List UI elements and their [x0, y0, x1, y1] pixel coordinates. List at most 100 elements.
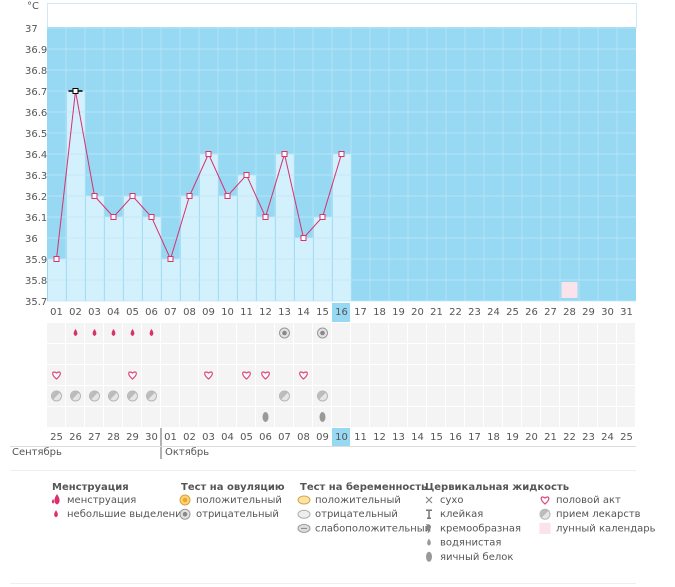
symbol-cell: [161, 344, 179, 364]
day-label: 17: [354, 307, 367, 318]
symbol-cell: [351, 407, 369, 427]
symbol-cell: [446, 386, 464, 406]
legend-icon: [539, 508, 551, 520]
legend-icon: [297, 523, 311, 533]
day-label: 05: [126, 307, 139, 318]
top-box: [47, 3, 637, 28]
temp-line: [56, 90, 342, 261]
ovulation-mark: [317, 327, 328, 339]
day-label: 14: [297, 307, 310, 318]
day-label: 20: [411, 307, 424, 318]
day-label: 01: [50, 307, 63, 318]
symbol-cell: [503, 344, 521, 364]
symbol-cell: [275, 344, 293, 364]
symbol-cell: [104, 365, 122, 385]
pill-icon: [147, 391, 155, 400]
intercourse-mark: [261, 371, 270, 380]
symbol-cell: [408, 323, 426, 343]
symbol-cell: [484, 386, 502, 406]
legend-item: слабоположительный: [315, 523, 431, 534]
legend-title: Тест на овуляцию: [181, 482, 285, 493]
bleeding-mark: [130, 329, 135, 336]
y-tick-label: 36.3: [25, 171, 47, 182]
pill-icon: [540, 509, 549, 518]
symbol-cell: [275, 407, 293, 427]
pill-icon: [318, 391, 326, 400]
symbol-cell: [541, 386, 559, 406]
symbol-cell: [579, 386, 597, 406]
symbol-cell: [503, 365, 521, 385]
drop-icon: [51, 499, 55, 504]
day-label: 26: [525, 307, 538, 318]
today-highlight: [332, 303, 350, 322]
moon-icon: [561, 282, 578, 298]
symbol-cell: [465, 407, 483, 427]
day-label: 03: [88, 307, 101, 318]
day-label: 24: [487, 307, 500, 318]
day-label: 25: [506, 307, 519, 318]
y-tick-label: 35.9: [25, 255, 47, 266]
date-label: 30: [145, 432, 158, 443]
day-label: 31: [620, 307, 633, 318]
symbol-cell: [199, 407, 217, 427]
day-label: 29: [582, 307, 595, 318]
symbol-cell: [617, 386, 635, 406]
symbol-cell: [161, 407, 179, 427]
y-tick-label: 36.1: [25, 213, 47, 224]
medication-mark: [89, 390, 100, 402]
symbol-cell: [465, 344, 483, 364]
symbol-cell: [579, 344, 597, 364]
symbol-cell: [275, 365, 293, 385]
temp-bar: [295, 238, 313, 301]
date-label: 17: [468, 432, 481, 443]
symbol-cell: [85, 407, 103, 427]
symbol-cell: [408, 386, 426, 406]
drop-icon: [130, 329, 135, 336]
symbol-cell: [522, 365, 540, 385]
intercourse-mark: [204, 371, 213, 380]
symbol-cell: [294, 407, 312, 427]
heart-icon: [261, 371, 270, 380]
symbol-cell: [142, 365, 160, 385]
symbol-cell: [522, 407, 540, 427]
day-label: 27: [544, 307, 557, 318]
temp-point: [319, 214, 326, 220]
temp-point: [300, 235, 307, 241]
symbol-cell: [351, 365, 369, 385]
symbol-cell: [408, 365, 426, 385]
symbol-cell: [389, 365, 407, 385]
symbol-cell: [351, 344, 369, 364]
legend-icon: [179, 508, 191, 520]
symbol-cell: [256, 344, 274, 364]
symbol-cell: [237, 407, 255, 427]
symbol-cell: [484, 365, 502, 385]
day-label: 30: [601, 307, 614, 318]
date-label: 28: [107, 432, 120, 443]
month-label: Октябрь: [165, 447, 209, 458]
symbol-cell: [104, 407, 122, 427]
symbol-cell: [446, 344, 464, 364]
fluid-icon: [425, 496, 433, 504]
symbol-cell: [218, 386, 236, 406]
symbol-cell: [294, 344, 312, 364]
symbol-cell: [332, 344, 350, 364]
date-label: 05: [240, 432, 253, 443]
y-tick-label: 36.4: [25, 150, 47, 161]
medication-mark: [51, 390, 62, 402]
date-label: 13: [392, 432, 405, 443]
date-label: 12: [373, 432, 386, 443]
pill-icon: [52, 391, 60, 400]
heart-icon: [52, 371, 61, 380]
y-tick-label: 35.7: [25, 297, 47, 308]
symbol-cell: [389, 386, 407, 406]
symbol-cell: [199, 344, 217, 364]
symbol-cell: [522, 323, 540, 343]
date-label: 19: [506, 432, 519, 443]
symbol-cell: [522, 386, 540, 406]
symbol-cell: [408, 344, 426, 364]
legend-icon: [179, 494, 191, 506]
symbol-cell: [256, 386, 274, 406]
day-label: 12: [259, 307, 272, 318]
legend-icon: [51, 494, 60, 505]
